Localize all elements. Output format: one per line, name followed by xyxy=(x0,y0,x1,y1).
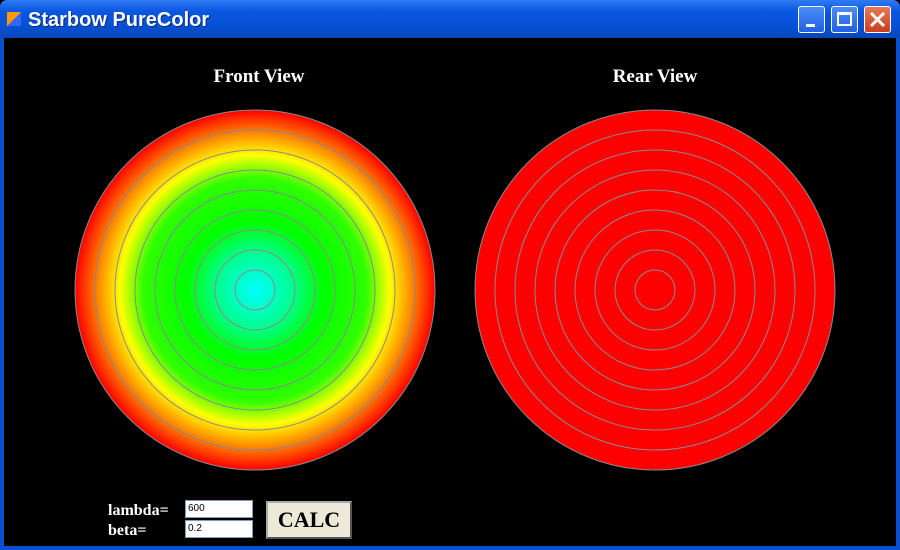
app-icon xyxy=(7,12,21,26)
ring xyxy=(594,229,716,351)
close-icon xyxy=(869,11,886,28)
ring xyxy=(174,209,336,371)
ring xyxy=(514,149,796,431)
title-bar: Starbow PureColor xyxy=(0,0,900,38)
ring xyxy=(94,129,416,451)
ring xyxy=(134,169,376,411)
ring xyxy=(614,249,696,331)
ring xyxy=(194,229,316,351)
ring xyxy=(554,189,756,391)
lambda-input[interactable]: 600 xyxy=(185,500,253,518)
maximize-button[interactable] xyxy=(831,6,858,33)
ring xyxy=(634,269,676,311)
rings xyxy=(74,109,836,471)
window-frame xyxy=(0,38,900,550)
calc-button[interactable]: CALC xyxy=(266,501,352,539)
rear-view-label: Rear View xyxy=(612,66,698,87)
window-title: Starbow PureColor xyxy=(28,9,210,31)
lambda-label: lambda= xyxy=(108,502,169,519)
ring xyxy=(114,149,396,431)
ring xyxy=(214,249,296,331)
ring xyxy=(474,109,836,471)
beta-input[interactable]: 0.2 xyxy=(185,520,253,538)
minimize-button[interactable] xyxy=(798,6,825,33)
ring xyxy=(574,209,736,371)
beta-label: beta= xyxy=(108,522,147,539)
ring xyxy=(74,109,436,471)
ring xyxy=(154,189,356,391)
front-view-disc xyxy=(75,110,435,470)
ring xyxy=(534,169,776,411)
ring xyxy=(234,269,276,311)
ring xyxy=(494,129,816,451)
close-button[interactable] xyxy=(864,6,891,33)
front-view-label: Front View xyxy=(213,66,305,87)
rear-view-disc xyxy=(475,110,835,470)
